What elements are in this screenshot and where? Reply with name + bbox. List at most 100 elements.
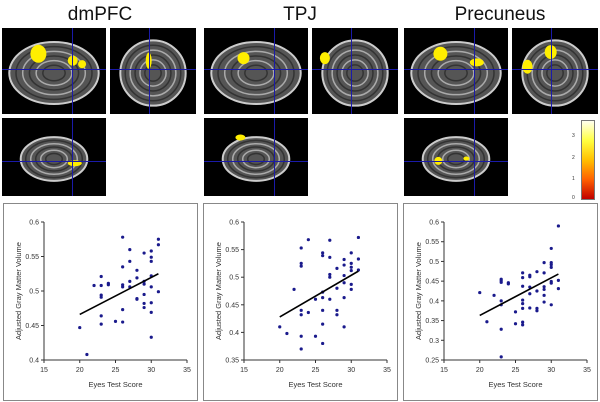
dmpfc-coronal-slice <box>110 28 196 114</box>
crosshair-horizontal <box>404 69 508 71</box>
data-point <box>349 265 353 269</box>
data-point <box>78 325 82 330</box>
y-tick-label: 0.4 <box>429 298 439 305</box>
y-tick-label: 0.6 <box>429 220 439 227</box>
data-point <box>542 271 546 275</box>
data-point <box>542 300 546 304</box>
dmpfc-sagittal-slice <box>2 28 106 114</box>
data-point <box>142 251 146 255</box>
brain-gyrus <box>244 64 268 82</box>
crosshair-vertical <box>148 28 150 114</box>
data-point <box>121 265 125 269</box>
brain-gyrus <box>546 64 564 82</box>
data-point <box>149 249 153 253</box>
data-point <box>135 268 139 272</box>
data-point <box>549 265 553 269</box>
data-point <box>156 237 160 241</box>
crosshair-vertical <box>550 28 552 114</box>
brain-gyrus <box>541 59 569 87</box>
activation-cluster <box>235 134 246 141</box>
data-point <box>542 285 546 289</box>
data-point <box>99 322 103 326</box>
data-point <box>121 320 125 324</box>
data-point <box>513 322 518 326</box>
data-point <box>142 301 146 306</box>
activation-cluster <box>522 59 533 74</box>
activation-cluster <box>319 52 330 65</box>
brain-gyrus <box>444 64 468 82</box>
data-point <box>506 282 510 286</box>
data-point <box>128 279 132 283</box>
crosshair-vertical <box>473 118 475 196</box>
y-tick-label: 0.45 <box>25 323 39 330</box>
data-point <box>335 266 339 270</box>
x-axis-label: Eyes Test Score <box>88 380 142 389</box>
brain-gyrus <box>331 49 379 97</box>
y-tick-label: 0.55 <box>425 239 439 246</box>
x-tick-label: 35 <box>583 367 591 374</box>
x-tick-label: 25 <box>512 367 520 374</box>
scatter-chart-precuneus: 0.25 0.3 0.35 0.4 0.45 0.5 0.55 0.6 15 20 25 30 35 Ey… <box>403 203 598 401</box>
x-tick-label: 15 <box>240 367 248 374</box>
brain-gyrus <box>231 142 281 176</box>
data-point <box>149 310 153 314</box>
brain-gyrus <box>129 49 177 97</box>
y-tick-label: 0.6 <box>29 220 39 227</box>
data-point <box>499 299 503 303</box>
y-tick-label: 0.25 <box>425 358 439 365</box>
data-point <box>356 257 360 261</box>
crosshair-horizontal <box>204 69 308 71</box>
data-point <box>549 281 553 285</box>
data-point <box>299 334 303 338</box>
data-point <box>549 303 553 307</box>
data-point <box>342 281 346 285</box>
data-point <box>299 264 303 268</box>
data-point <box>521 298 525 302</box>
brain-gyrus <box>139 59 167 87</box>
data-point <box>128 259 132 263</box>
brain-gyrus <box>223 50 289 96</box>
data-point <box>342 263 346 267</box>
data-point <box>528 306 532 310</box>
crosshair-vertical <box>273 28 275 114</box>
y-tick-label: 0.45 <box>425 279 439 286</box>
precuneus-sagittal-slice <box>404 28 508 114</box>
data-point <box>121 285 125 289</box>
activation-cluster <box>237 52 250 65</box>
x-tick-label: 35 <box>183 367 191 374</box>
data-point <box>528 275 532 279</box>
data-point <box>299 308 303 312</box>
data-point <box>328 238 332 242</box>
crosshair-horizontal <box>204 160 308 162</box>
dmpfc-axial-slice <box>2 118 106 196</box>
x-tick-label: 25 <box>312 367 320 374</box>
tpj-sagittal-slice <box>204 28 308 114</box>
data-point <box>149 301 153 305</box>
y-tick-label: 0.55 <box>225 247 239 254</box>
y-axis-label: Adjusted Gray Matter Volume <box>214 242 223 340</box>
brain-gyrus <box>15 45 93 101</box>
colorbar-label: 3 <box>572 133 575 139</box>
data-point <box>321 341 325 346</box>
y-tick-label: 0.55 <box>25 254 39 261</box>
crosshair-horizontal <box>110 69 196 71</box>
data-point <box>349 261 353 265</box>
data-point <box>349 251 353 255</box>
x-tick-label: 20 <box>476 367 484 374</box>
brain-gyrus <box>426 139 486 179</box>
data-point <box>121 308 125 312</box>
data-point <box>556 278 560 282</box>
activation-cluster <box>78 60 87 69</box>
crosshair-vertical <box>71 118 73 196</box>
data-point <box>142 292 146 297</box>
data-point <box>549 246 553 251</box>
tpj-axial-slice <box>204 118 308 196</box>
data-point <box>335 286 339 290</box>
data-point <box>299 261 303 265</box>
data-point <box>328 272 332 277</box>
data-point <box>528 292 532 296</box>
data-point <box>342 257 346 262</box>
brain-gyrus <box>124 44 182 102</box>
data-point <box>156 290 160 294</box>
data-point <box>92 283 96 288</box>
